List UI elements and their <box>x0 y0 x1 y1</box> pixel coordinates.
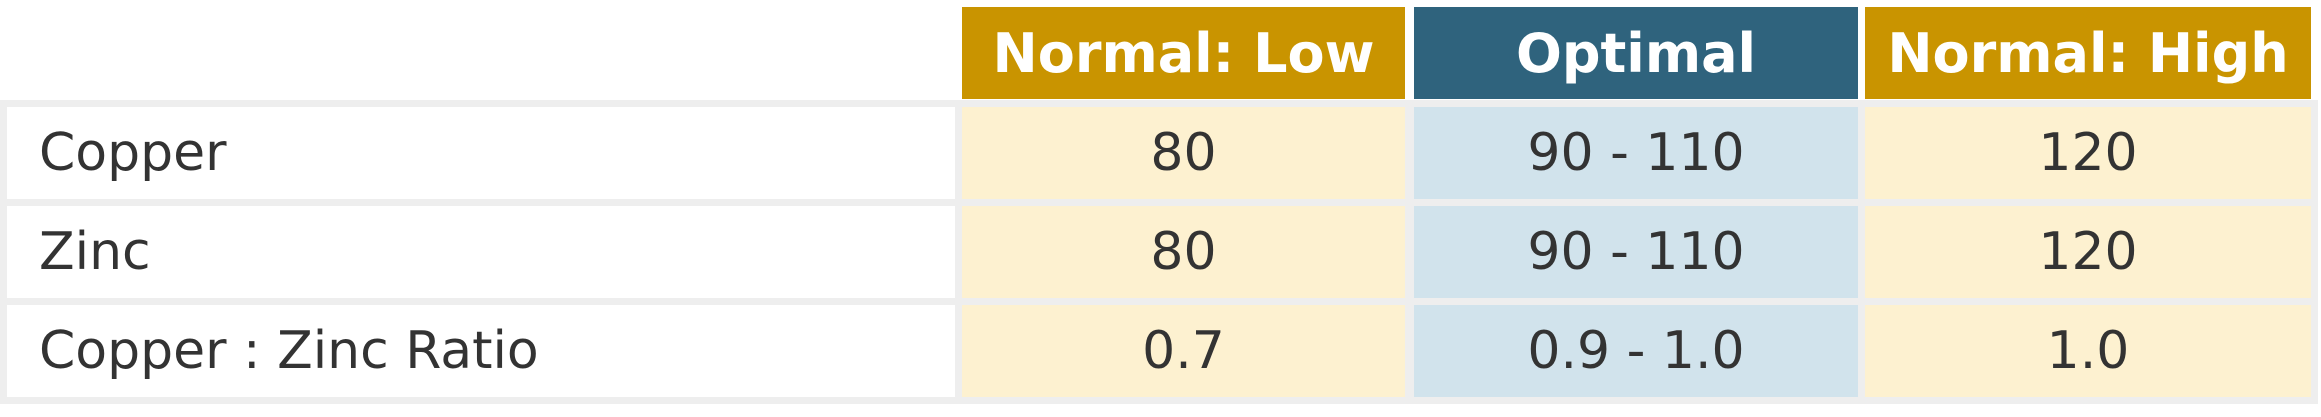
table-cell: 0.7 <box>962 305 1405 397</box>
table-cell: 120 <box>1865 206 2311 298</box>
row-label: Copper <box>7 107 955 199</box>
table-cell: 0.9 - 1.0 <box>1414 305 1858 397</box>
column-header: Normal: High <box>1865 7 2311 99</box>
table-cell: 80 <box>962 206 1405 298</box>
row-label: Copper : Zinc Ratio <box>7 305 955 397</box>
column-header: Optimal <box>1414 7 1858 99</box>
table-cell: 90 - 110 <box>1414 107 1858 199</box>
table-cell: 90 - 110 <box>1414 206 1858 298</box>
column-header: Normal: Low <box>962 7 1405 99</box>
table-cell: 1.0 <box>1865 305 2311 397</box>
row-label: Zinc <box>7 206 955 298</box>
table-cell: 120 <box>1865 107 2311 199</box>
table-cell: 80 <box>962 107 1405 199</box>
